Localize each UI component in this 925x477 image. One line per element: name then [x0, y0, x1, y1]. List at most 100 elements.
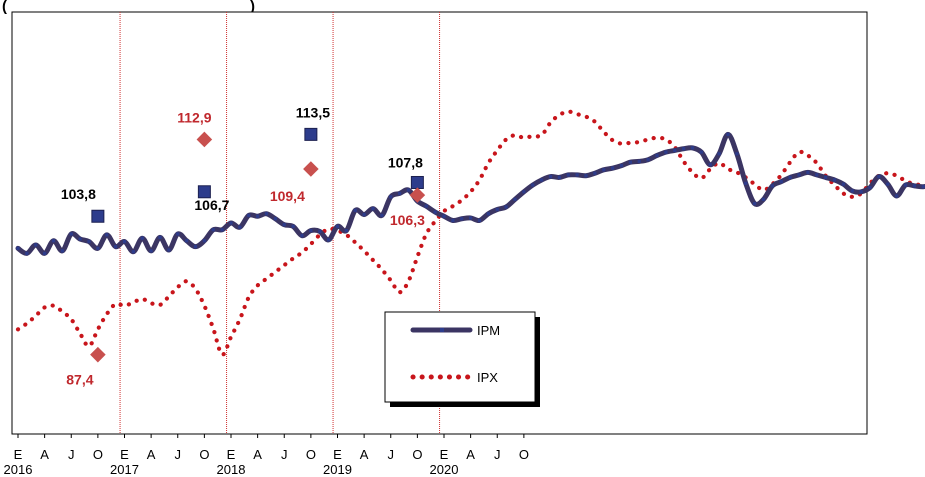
ipm-highlight-marker: [410, 175, 424, 189]
x-tick-label: J: [68, 447, 75, 462]
ipm-point: [256, 214, 260, 218]
ipm-point: [717, 152, 721, 156]
ipm-point: [96, 246, 100, 250]
year-label: 2019: [323, 462, 352, 477]
ipm-point: [557, 175, 561, 180]
ipm-point: [744, 181, 748, 185]
legend-ipm-marker: [440, 328, 444, 332]
x-tick-label: A: [253, 447, 262, 462]
year-label: 2018: [217, 462, 246, 477]
ipm-point: [815, 173, 819, 177]
ipm-point: [247, 213, 251, 218]
ipm-point: [797, 173, 801, 177]
ipm-point: [442, 214, 446, 218]
ipx-data-label: 87,4: [66, 372, 93, 388]
year-label: 2016: [4, 462, 33, 477]
ipm-point: [824, 175, 828, 180]
ipm-point: [868, 185, 872, 190]
ipm-highlight-marker: [197, 185, 211, 199]
x-tick-label: O: [412, 447, 422, 462]
ipm-point: [504, 205, 508, 209]
ipm-point: [185, 239, 189, 243]
legend-ipx-label: IPX: [477, 370, 498, 385]
chart-title-close: ): [250, 0, 255, 15]
x-tick-label: O: [199, 447, 209, 462]
ipm-point: [664, 150, 668, 154]
x-tick-label: J: [494, 447, 501, 462]
legend-ipm-label: IPM: [477, 323, 500, 338]
ipm-point: [806, 170, 810, 174]
ipm-point: [877, 174, 881, 179]
ipm-point: [788, 175, 792, 180]
year-label: 2017: [110, 462, 139, 477]
ipm-point: [16, 246, 20, 250]
ipm-point: [122, 239, 127, 244]
ipm-point: [220, 228, 224, 232]
x-tick-label: O: [93, 447, 103, 462]
ipm-highlight-marker: [304, 127, 318, 141]
ipm-point: [566, 173, 570, 177]
ipm-point: [353, 208, 357, 212]
x-tick-label: J: [281, 447, 288, 462]
ipm-point: [318, 229, 322, 234]
ipx-series-line: [15, 109, 925, 357]
ipm-point: [779, 180, 783, 184]
x-tick-label: J: [388, 447, 395, 462]
ipm-point: [327, 238, 331, 242]
x-tick-label: A: [147, 447, 156, 462]
ipm-point: [753, 201, 757, 206]
x-tick-label: E: [333, 447, 342, 462]
ipm-point: [371, 207, 375, 211]
ipm-point: [602, 168, 606, 172]
ipm-point: [362, 212, 366, 217]
ipm-point: [282, 223, 286, 227]
ipm-point: [229, 221, 233, 225]
ipm-point: [167, 248, 171, 252]
ipm-point: [78, 237, 82, 241]
ipm-point: [380, 213, 384, 218]
ipm-point: [495, 207, 499, 212]
ipm-point: [300, 234, 304, 238]
ipx-data-label: 109,4: [270, 188, 305, 204]
x-tick-label: A: [466, 447, 475, 462]
ipm-point: [886, 182, 890, 186]
ipm-point: [433, 210, 437, 214]
ipm-point: [903, 183, 908, 187]
ipm-data-label: 107,8: [388, 154, 423, 170]
x-tick-label: E: [227, 447, 236, 462]
ipm-point: [726, 132, 730, 136]
ipm-point: [912, 184, 916, 188]
ipm-point: [344, 228, 348, 233]
ipm-point: [682, 147, 686, 151]
ipm-point: [611, 166, 615, 170]
ipm-point: [291, 224, 295, 228]
ipm-point: [619, 164, 624, 168]
ipm-point: [486, 212, 490, 216]
x-tick-label: O: [519, 447, 529, 462]
ipm-point: [335, 224, 340, 228]
ipm-point: [424, 204, 428, 208]
x-tick-label: O: [306, 447, 316, 462]
ipm-point: [477, 218, 482, 223]
ipm-point: [264, 212, 269, 216]
ipm-point: [69, 232, 73, 236]
ipm-point: [575, 173, 579, 177]
ipm-point: [850, 189, 854, 193]
ipm-point: [406, 188, 411, 192]
x-tick-label: A: [40, 447, 49, 462]
ipm-point: [460, 217, 464, 221]
ipm-point: [593, 171, 597, 175]
ipm-point: [655, 153, 659, 158]
series-layer: [15, 109, 925, 357]
ipm-point: [140, 236, 144, 240]
ipm-point: [309, 228, 313, 233]
ipx-highlight-marker: [303, 161, 319, 177]
x-tick-label: E: [440, 447, 449, 462]
ipm-highlight-marker: [91, 209, 105, 223]
ipm-point: [25, 251, 29, 255]
ipm-data-label: 113,5: [296, 104, 330, 120]
ipm-point: [158, 235, 162, 239]
ipm-point: [513, 197, 517, 201]
ipm-point: [87, 239, 91, 244]
